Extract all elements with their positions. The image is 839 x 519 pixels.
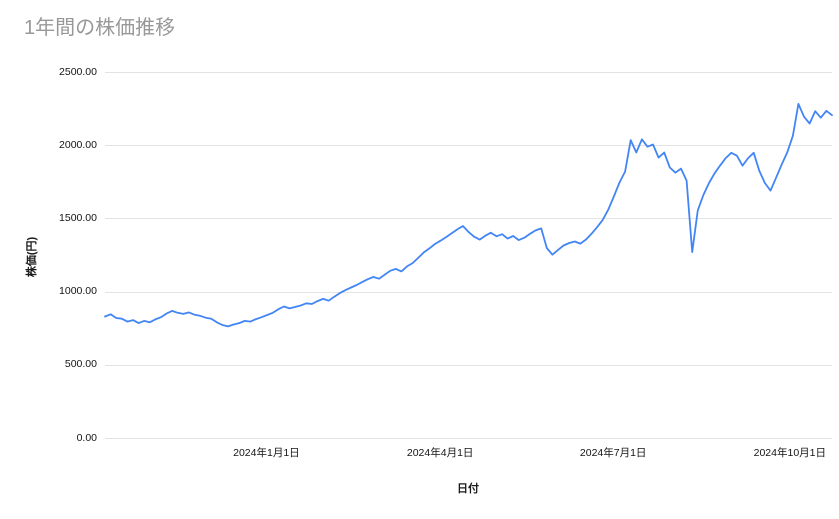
y-axis-tick-label: 500.00 [64,358,97,371]
y-axis-tick-label: 1000.00 [59,285,97,298]
x-axis-tick-label: 2024年1月1日 [233,447,300,459]
x-axis-tick-label: 2024年7月1日 [579,447,647,459]
x-axis-tick-label: 2024年10月1日 [753,447,827,459]
y-axis-tick-label: 0.00 [76,431,97,444]
x-axis-title: 日付 [457,483,479,495]
y-axis-tick-label: 2000.00 [59,138,97,151]
gridline [105,72,832,73]
chart-title: 1年間の株価推移 [24,17,176,39]
gridline [105,364,832,366]
gridline [105,145,832,147]
y-axis-title: 株価(円) [26,236,38,278]
gridline [105,218,832,220]
y-axis-tick-label: 2500.00 [59,65,97,78]
x-axis-tick-label: 2024年4月1日 [406,447,474,459]
gridline [105,438,832,439]
y-axis-tick-label: 1500.00 [59,211,97,224]
gridline [105,291,832,293]
price-line-series [104,102,833,328]
plot-area [104,102,833,328]
